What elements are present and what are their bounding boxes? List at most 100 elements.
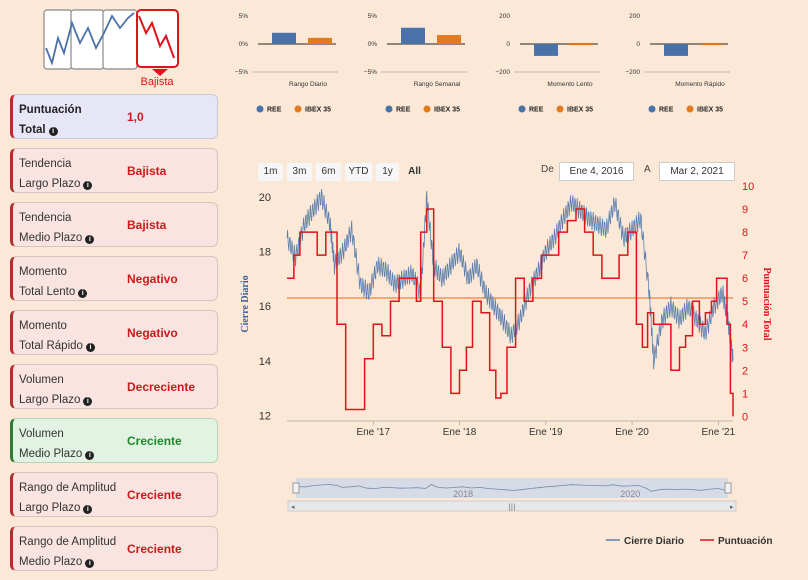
range-button-6m[interactable]: 6m — [316, 163, 341, 181]
bullish-trend-line — [45, 12, 135, 66]
metric-label-line2: Largo Plazo — [19, 502, 81, 514]
metric-card[interactable]: Puntuación Total i 1,0 — [10, 94, 218, 139]
info-icon[interactable]: i — [85, 451, 95, 460]
metric-label-line2: Largo Plazo — [19, 394, 81, 406]
mini-y-tick-label: 5% — [368, 13, 378, 20]
metric-label: Tendencia Medio Plazo i — [19, 208, 123, 248]
mini-y-tick-label: −5% — [364, 69, 377, 76]
legend-ree-label: REE — [396, 107, 411, 114]
mini-chart-rango-semanal: 5% 0% −5% Rango Semanal REE IBEX 35 — [364, 13, 467, 114]
x-tick-label: Ene '19 — [529, 427, 563, 438]
legend-ibex-marker — [423, 105, 431, 113]
metric-label: Rango de Amplitud Largo Plazo i — [19, 478, 123, 518]
navigator-series — [295, 484, 729, 492]
mini-chart-rango-diario: 5% 0% −5% Rango Diario REE IBEX 35 — [235, 13, 338, 114]
legend-ree-label: REE — [529, 107, 544, 114]
y2-tick-label: 8 — [742, 227, 748, 239]
navigator-label: 2020 — [620, 489, 640, 499]
bar-ibex — [308, 37, 332, 44]
info-icon[interactable]: i — [78, 289, 88, 298]
metric-label-line2: Total — [19, 124, 46, 136]
y2-tick-label: 4 — [742, 319, 748, 331]
mini-y-tick-label: 0% — [368, 41, 378, 48]
y2-tick-label: 5 — [742, 296, 748, 308]
series-puntuacion — [287, 208, 734, 417]
info-icon[interactable]: i — [48, 127, 58, 136]
mini-y-tick-label: −200 — [495, 69, 510, 76]
legend-ree-label: REE — [659, 107, 674, 114]
info-icon[interactable]: i — [83, 505, 93, 514]
legend-cierre-label: Cierre Diario — [624, 536, 684, 547]
main-chart: Ene '17 Ene '18 Ene '19 Ene '20 Ene '2112141… — [240, 181, 772, 547]
from-date-label: De — [541, 164, 554, 175]
trend-pointer-icon — [152, 69, 168, 76]
range-button-1y[interactable]: 1y — [376, 163, 399, 181]
bar-ree — [664, 44, 688, 56]
metric-card[interactable]: Tendencia Largo Plazo i Bajista — [10, 148, 218, 193]
info-icon[interactable]: i — [83, 397, 93, 406]
y2-tick-label: 2 — [742, 365, 748, 377]
legend-ibex-marker — [556, 105, 564, 113]
info-icon[interactable]: i — [83, 181, 93, 190]
info-icon[interactable]: i — [85, 235, 95, 244]
navigator-scrollbar[interactable] — [287, 500, 737, 512]
mini-y-tick-label: 200 — [499, 13, 510, 20]
y-tick-label: 12 — [259, 411, 271, 423]
range-button-all[interactable]: All — [408, 166, 421, 177]
metric-label-line2: Total Rápido — [19, 340, 83, 352]
navigator-label: 2018 — [453, 489, 473, 499]
metric-card[interactable]: Tendencia Medio Plazo i Bajista — [10, 202, 218, 247]
metric-label: Momento Total Rápido i — [19, 316, 123, 356]
mini-x-label: Momento Rápido — [675, 81, 725, 88]
bar-ibex — [437, 35, 461, 44]
range-button-ytd[interactable]: YTD — [345, 163, 372, 181]
mini-chart-momento-lento: 200 0 −200 Momento Lento REE IBEX 35 — [495, 13, 600, 114]
bearish-trend-line — [138, 15, 175, 59]
metric-card[interactable]: Momento Total Rápido i Negativo — [10, 310, 218, 355]
metric-card[interactable]: Volumen Largo Plazo i Decreciente — [10, 364, 218, 409]
metric-card[interactable]: Rango de Amplitud Largo Plazo i Creciente — [10, 472, 218, 517]
y2-tick-label: 9 — [742, 204, 748, 216]
y-tick-label: 14 — [259, 356, 271, 368]
legend-ibex-label: IBEX 35 — [305, 107, 331, 114]
metric-label-line1: Puntuación — [19, 104, 82, 116]
metric-label-line1: Volumen — [19, 428, 64, 440]
navigator-handle-right[interactable] — [724, 482, 732, 494]
legend-ibex-marker — [686, 105, 694, 113]
metric-card[interactable]: Momento Total Lento i Negativo — [10, 256, 218, 301]
y2-tick-label: 7 — [742, 250, 748, 262]
range-button-3m[interactable]: 3m — [287, 163, 312, 181]
to-date-input[interactable]: Mar 2, 2021 — [659, 162, 735, 181]
metric-label: Momento Total Lento i — [19, 262, 123, 302]
legend-ibex-label: IBEX 35 — [697, 107, 723, 114]
y2-tick-label: 0 — [742, 411, 748, 423]
mini-y-tick-label: 200 — [629, 13, 640, 20]
navigator-handle-left[interactable] — [292, 482, 300, 494]
x-tick-label: Ene '17 — [356, 427, 390, 438]
info-icon[interactable]: i — [85, 559, 95, 568]
metric-value: Creciente — [127, 434, 182, 448]
navigator-window — [296, 478, 728, 498]
metric-label-line1: Rango de Amplitud — [19, 482, 117, 494]
metric-card[interactable]: Volumen Medio Plazo i Creciente — [10, 418, 218, 463]
metric-card[interactable]: Rango de Amplitud Medio Plazo i Creciente — [10, 526, 218, 571]
bar-ree — [272, 32, 296, 44]
info-icon[interactable]: i — [85, 343, 95, 352]
metric-value: Negativo — [127, 272, 178, 286]
metric-label-line2: Largo Plazo — [19, 178, 81, 190]
y2-axis-title: Puntuación Total — [761, 267, 772, 340]
to-date-label: A — [644, 164, 651, 175]
metric-value: Negativo — [127, 326, 178, 340]
bar-ree — [534, 44, 558, 56]
legend-ibex-marker — [294, 105, 302, 113]
metric-label-line2: Medio Plazo — [19, 232, 83, 244]
metric-value: Decreciente — [127, 380, 196, 394]
metric-value: Bajista — [127, 218, 167, 232]
range-button-1m[interactable]: 1m — [258, 163, 283, 181]
mini-y-tick-label: −200 — [625, 69, 640, 76]
bar-ree — [401, 27, 425, 44]
bar-ibex — [570, 44, 594, 46]
from-date-input[interactable]: Ene 4, 2016 — [559, 162, 634, 181]
legend-ree-label: REE — [267, 107, 282, 114]
legend-puntuacion-label: Puntuación — [718, 536, 772, 547]
